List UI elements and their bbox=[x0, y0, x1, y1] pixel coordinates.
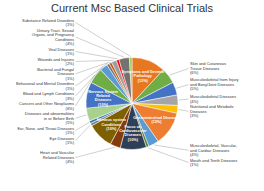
svg-text:Substance Related Disorders(1%: Substance Related Disorders(1%) bbox=[22, 18, 75, 28]
svg-text:Behavioral and Mental Disorder: Behavioral and Mental Disorders(1%) bbox=[16, 81, 75, 91]
svg-text:Symptoms and GeneralPathology(: Symptoms and GeneralPathology(13%) bbox=[122, 70, 164, 83]
svg-text:Nervous systemConditions(10%): Nervous systemConditions(10%) bbox=[97, 118, 127, 131]
html-text:Current Msc Based Clinical Tri: Current Msc Based Clinical Trials bbox=[51, 2, 213, 14]
svg-text:Mouth and Teeth Diseases(1%): Mouth and Teeth Diseases(1%) bbox=[190, 158, 237, 168]
svg-text:Eye Diseases(1%): Eye Diseases(1%) bbox=[50, 136, 75, 146]
svg-text:Bacterial and FungalDiseases(1: Bacterial and FungalDiseases(1%) bbox=[37, 67, 74, 81]
svg-text:Musculoskeletal, Vascular,and: Musculoskeletal, Vascular,and Cardiac Di… bbox=[190, 143, 237, 157]
svg-text:Viral Diseases(1%): Viral Diseases(1%) bbox=[49, 47, 75, 57]
svg-text:Gastrointestinal Diseases(13%): Gastrointestinal Diseases(13%) bbox=[133, 116, 179, 124]
svg-text:Blood and Lymph Conditions(3%): Blood and Lymph Conditions(3%) bbox=[23, 91, 75, 101]
svg-text:Musculoskeletal Diseases(4%): Musculoskeletal Diseases(4%) bbox=[190, 94, 236, 104]
svg-text:Diseases and abnormalitiesin o: Diseases and abnormalitiesin or Before B… bbox=[25, 111, 75, 125]
svg-text:Nutritional and MetabolicDisea: Nutritional and MetabolicDiseases(3%) bbox=[190, 104, 234, 118]
svg-text:Nervous SystemRelatedDiseases(: Nervous SystemRelatedDiseases(10%) bbox=[88, 90, 118, 107]
svg-text:Wounds and Injuries(2%): Wounds and Injuries(2%) bbox=[38, 57, 75, 67]
svg-text:Ear, Nose, and Throat Diseases: Ear, Nose, and Throat Diseases(1%) bbox=[17, 126, 74, 135]
svg-text:Heart and VascularRelated Dise: Heart and VascularRelated Diseases(4%) bbox=[40, 150, 75, 164]
svg-text:Skin and CutaneousTissue Disea: Skin and CutaneousTissue Diseases(6%) bbox=[190, 61, 226, 75]
svg-text:Focus onCardiovascularDiseases: Focus onCardiovascularDiseases(10%) bbox=[119, 125, 147, 142]
svg-text:Cancers and Other Neoplasms(6%: Cancers and Other Neoplasms(6%) bbox=[19, 101, 75, 111]
svg-text:Urinary Tract, SexualOrgans, a: Urinary Tract, SexualOrgans, and Pregnan… bbox=[32, 28, 75, 47]
svg-text:Musculoskeletal from Injuryand: Musculoskeletal from Injuryand Bony/Join… bbox=[190, 77, 238, 91]
